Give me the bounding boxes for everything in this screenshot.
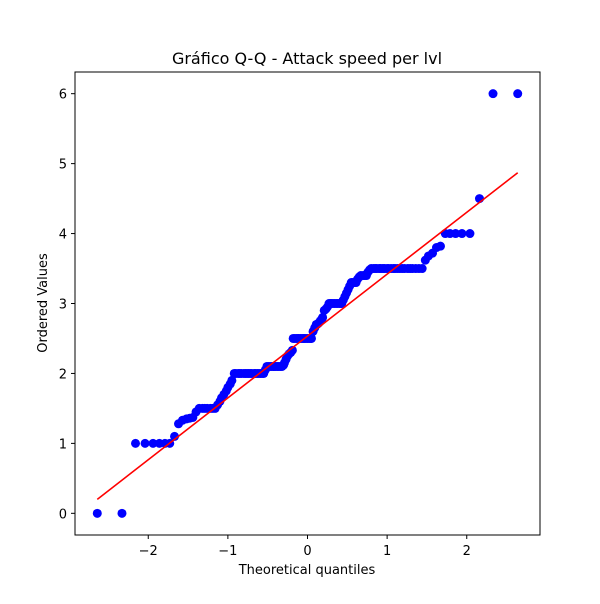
- x-tick-label: 2: [463, 544, 471, 559]
- data-point: [148, 438, 158, 448]
- data-point: [131, 438, 141, 448]
- y-axis-label: Ordered Values: [36, 253, 51, 353]
- x-tick-label: 1: [383, 544, 391, 559]
- data-point: [488, 89, 498, 99]
- x-axis-ticks: −2 −1 0 1 2: [139, 535, 471, 559]
- y-tick-label: 3: [59, 298, 67, 313]
- chart-title: Gráfico Q-Q - Attack speed per lvl: [172, 49, 442, 68]
- data-point: [451, 229, 461, 239]
- data-point: [435, 241, 445, 251]
- y-tick-label: 0: [59, 507, 67, 522]
- x-tick-label: −2: [139, 544, 158, 559]
- data-point: [465, 229, 475, 239]
- data-point: [227, 375, 237, 385]
- x-tick-label: −1: [218, 544, 237, 559]
- data-point: [117, 508, 127, 518]
- y-axis-ticks: 0 1 2 3 4 5 6: [59, 88, 75, 522]
- data-point: [513, 89, 523, 99]
- y-tick-label: 1: [59, 437, 67, 452]
- x-axis-label: Theoretical quantiles: [238, 563, 376, 578]
- data-point: [140, 438, 150, 448]
- reference-line: [96, 172, 519, 500]
- data-point: [306, 333, 316, 343]
- data-point: [170, 431, 180, 441]
- x-tick-label: 0: [303, 544, 311, 559]
- data-point: [417, 264, 427, 274]
- data-point: [287, 345, 297, 355]
- data-point: [457, 229, 467, 239]
- y-tick-label: 4: [59, 228, 67, 243]
- data-point: [92, 508, 102, 518]
- plot-layer: [92, 89, 523, 518]
- y-tick-label: 2: [59, 367, 67, 382]
- y-tick-label: 5: [59, 158, 67, 173]
- data-point: [318, 312, 328, 322]
- y-tick-label: 6: [59, 88, 67, 103]
